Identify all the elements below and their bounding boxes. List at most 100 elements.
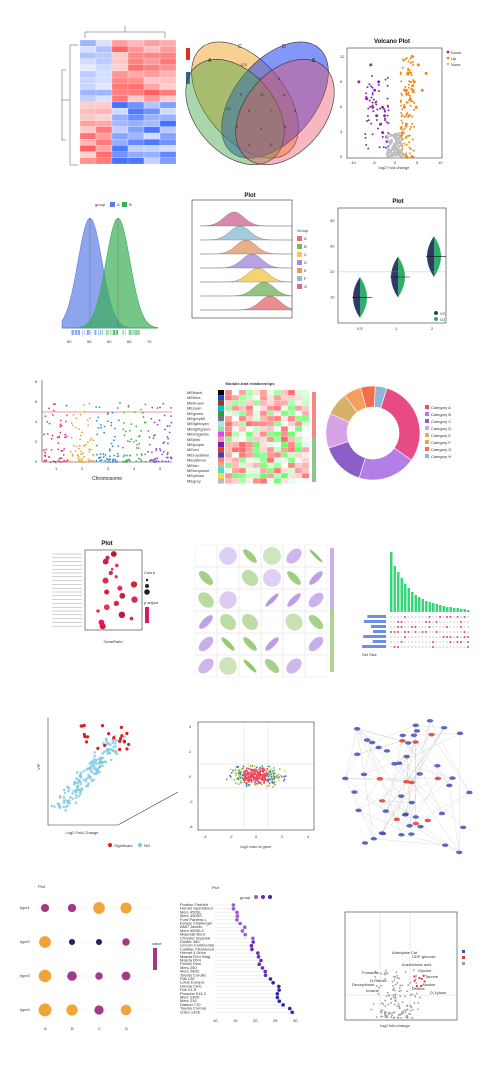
heatmap-cell [79,157,97,165]
manhattan-point [63,460,66,462]
nine-point [278,768,281,771]
manhattan-point [79,459,81,461]
manhattan-point [170,415,172,418]
network-edge [373,838,446,846]
manhattan-point [71,453,74,456]
upset-dot [463,616,466,618]
module-cell [252,462,261,469]
nine-ytick: 2 [189,749,192,754]
volcano-point [404,86,407,89]
density-legend-b-swatch [122,202,127,207]
3d-point-sig [96,746,100,750]
nine-point [255,768,258,771]
manhattan-point [65,460,68,463]
volcano-point [412,155,415,158]
violin-legend-label: OJ [440,317,445,322]
network-node [428,732,435,737]
upset-dot [425,646,427,648]
volcano-point [409,148,412,151]
upset-dot [463,631,466,633]
module-cell [245,415,254,422]
volcano-point [397,137,400,140]
heatmap-cell [159,52,177,59]
heatmap-cell [159,77,177,84]
lvolc-point [385,995,388,998]
network-edge [382,735,403,834]
network-edge [345,778,407,782]
nine-point [253,768,256,771]
3d-ylabel: VIP [36,763,41,770]
3d-point [84,780,88,783]
nine-point [271,780,273,783]
volcano-point [405,56,408,59]
heatmap-cell [95,95,113,103]
3d-point-sig [84,740,89,744]
manhattan-point [59,419,62,422]
heatmap-cell [127,39,145,47]
module-cell [259,395,268,401]
volcano-point [401,128,404,131]
volcano-point [406,112,409,115]
upset-bar [432,603,435,612]
heatmap-cell [79,83,97,90]
density-plot: group A B 50 55 60 65 70 [61,202,159,344]
lolli-xtick: 25 [273,1018,278,1023]
manhattan-point [117,455,120,458]
heatmap-cell [159,46,177,53]
nine-point [259,782,262,785]
manhattan-point [110,421,113,424]
volcano-point [413,91,416,94]
manhattan-point [86,419,89,422]
nine-point [237,782,239,785]
lvolc-point [383,1010,386,1013]
volcano-point [403,89,406,92]
network-node [391,762,398,766]
volcano-point [386,114,389,117]
bgrid-ylabel: type2 [20,939,31,944]
donut-slice [373,385,388,409]
module-cell [252,410,261,417]
upset-bar [407,588,410,612]
network-edge [431,734,470,793]
manhattan-ytick: 0 [35,459,38,464]
module-cell [273,436,282,443]
network-node [408,800,416,805]
nine-point [236,777,239,780]
lvolc-point [417,1001,420,1004]
manhattan-point [46,432,49,435]
manhattan-point [88,460,90,462]
3d-point-sig [118,747,122,752]
network-edge [406,734,432,757]
nine-point [263,780,266,783]
volcano-point [371,74,374,77]
module-cell [280,478,289,484]
module-cell [287,426,296,432]
upset-dot [453,616,455,618]
manhattan-point [82,404,85,406]
3d-point [82,769,86,773]
volcano-point [407,67,410,70]
manhattan-point [54,460,56,463]
module-cell [259,457,268,463]
nine-point [242,774,245,777]
lvolc-point [384,1005,387,1008]
network-edge [381,819,397,834]
lolli-head [240,929,245,933]
manhattan-point [92,459,95,462]
network-edge [354,791,446,846]
upset-dot [407,631,410,633]
bgrid-bubble [39,936,51,948]
module-cell [266,457,275,463]
module-cell [224,436,233,443]
violin-title: Plot [392,199,403,205]
upset-dot [453,646,455,648]
3d-point [82,778,86,782]
module-cell [273,467,282,474]
lolli-head [256,951,260,955]
volcano-point [398,156,401,159]
heatmap-cell [95,114,113,121]
upset-dot [404,621,406,623]
upset-dot [390,621,392,623]
